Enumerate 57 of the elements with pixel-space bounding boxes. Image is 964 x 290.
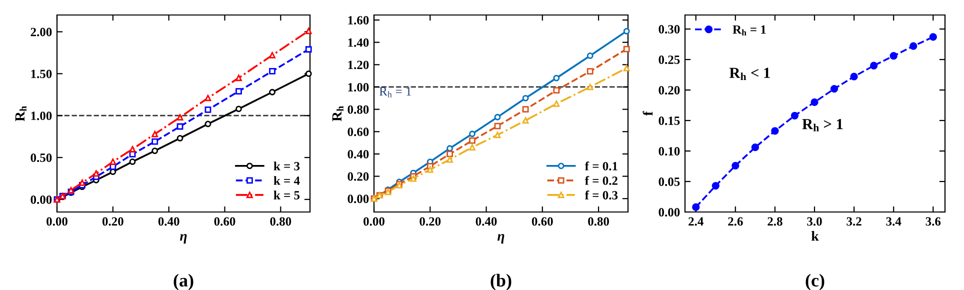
text: (b): [490, 274, 512, 290]
y-tick-label: 1.60: [348, 16, 369, 25]
x-tick-label: 3.6: [926, 217, 941, 226]
legend-label: k = 3: [274, 162, 300, 170]
y-tick-label: 0.40: [348, 150, 369, 158]
x-tick-label: 3.0: [807, 217, 822, 226]
y-tick-label: 0.10: [658, 147, 680, 156]
x-tick-label: 0.80: [588, 217, 609, 226]
x-tick-label: 0.40: [476, 217, 497, 226]
y-axis-title: R$_{h}$: [15, 106, 26, 122]
y-tick-label: 0.25: [658, 56, 680, 64]
y-tick-label: 2.00: [30, 28, 52, 36]
y-tick-label: 1.00: [31, 112, 52, 120]
x-tick-label: 0.80: [270, 217, 292, 226]
legend-label: k = 4: [274, 176, 300, 185]
annotation: R$_{h}$ > 1: [802, 119, 843, 132]
y-tick-label: 0.05: [658, 178, 680, 186]
legend-label: R$_{h}$ = 1: [732, 25, 766, 36]
y-tick-label: 0.00: [658, 208, 680, 217]
y-tick-label: 0.30: [658, 25, 680, 34]
y-tick-label: 0.00: [348, 194, 369, 204]
x-tick-label: 0.40: [158, 217, 180, 226]
annotation: R$_{h}$ < 1: [729, 68, 770, 80]
x-tick-label: 0.20: [420, 217, 441, 226]
y-tick-label: 0.15: [658, 116, 680, 126]
x-tick-label: 0.20: [102, 217, 124, 226]
x-axis-title: η: [497, 234, 504, 244]
x-axis-title: η: [180, 234, 187, 244]
ref-line-label: R$_{h}$ = 1: [379, 87, 411, 98]
y-tick-label: 0.00: [30, 195, 52, 204]
x-tick-label: 2.8: [768, 217, 782, 226]
x-tick-label: 0.00: [364, 217, 384, 226]
text: (c): [806, 274, 824, 290]
y-tick-label: 0.20: [658, 86, 680, 95]
text: (a): [174, 274, 194, 290]
x-tick-label: 3.4: [886, 217, 902, 226]
legend-label: k = 5: [274, 190, 300, 200]
x-tick-label: 0.60: [532, 217, 553, 226]
y-tick-label: 0.20: [348, 172, 369, 181]
x-tick-label: 3.2: [846, 217, 862, 226]
y-tick-label: 1.00: [348, 83, 369, 92]
x-tick-label: 2.4: [688, 217, 704, 226]
y-tick-label: 1.50: [31, 70, 52, 78]
y-axis-title: R$_{h}$: [332, 106, 344, 122]
y-tick-label: 0.50: [30, 154, 52, 162]
x-tick-label: 2.6: [728, 217, 743, 226]
y-tick-label: 1.20: [348, 60, 369, 70]
y-tick-label: 0.60: [348, 128, 369, 136]
legend-label: f = 0.1: [584, 161, 618, 170]
x-tick-label: 0.60: [214, 217, 236, 226]
x-tick-label: 0.00: [46, 217, 68, 226]
y-axis-title: f: [642, 111, 653, 116]
legend-label: f = 0.3: [584, 190, 618, 200]
legend-label: f = 0.2: [584, 176, 618, 185]
y-tick-label: 0.80: [348, 105, 369, 114]
x-axis-title: k: [811, 230, 819, 241]
y-tick-label: 1.40: [348, 38, 369, 47]
